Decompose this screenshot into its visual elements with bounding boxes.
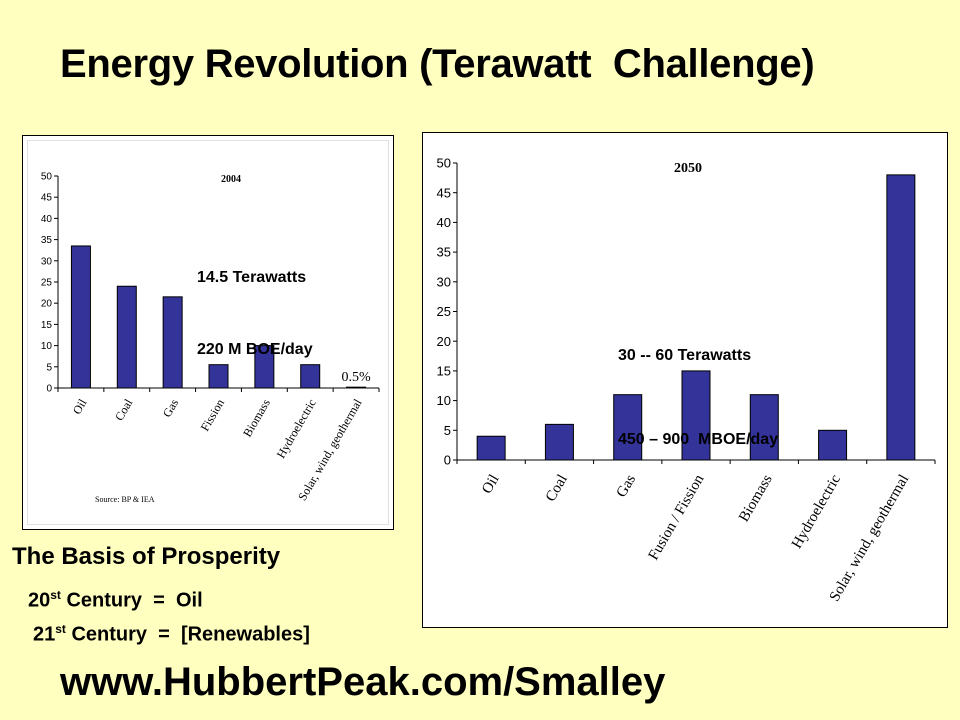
chart-2004-y-tick-label: 0 <box>46 384 52 395</box>
chart-2004-bar <box>162 296 183 389</box>
annotation-2050: 30 -- 60 Terawatts 450 – 900 MBOE/day <box>618 286 778 482</box>
chart-2004-data-label: 0.5% <box>341 370 371 385</box>
chart-2050-bar <box>544 423 574 461</box>
chart-2004-y-tick-label: 15 <box>41 320 53 331</box>
century-21-text: Century = [Renewables] <box>65 623 310 646</box>
chart-2050-y-tick-label: 10 <box>437 393 451 408</box>
chart-2050-y-tick-label: 40 <box>437 215 451 230</box>
chart-2004-title: 2004 <box>221 174 241 185</box>
website-url: www.HubbertPeak.com/Smalley <box>60 660 666 704</box>
chart-2004-y-tick-label: 30 <box>41 256 53 267</box>
chart-2050-title: 2050 <box>674 161 702 176</box>
chart-2050-y-tick-label: 15 <box>437 363 451 378</box>
basis-title: The Basis of Prosperity <box>12 543 281 570</box>
chart-2050-y-tick-label: 50 <box>437 156 451 171</box>
annotation-2004-line1: 14.5 Terawatts <box>197 269 307 286</box>
chart-2004-category-label: Biomass <box>240 396 273 439</box>
chart-2050-y-tick-label: 0 <box>444 453 451 468</box>
chart-2004-y-tick-label: 35 <box>41 235 53 246</box>
chart-2004-category-label: Hydroelectric <box>274 397 319 461</box>
chart-2004-y-tick-label: 45 <box>41 193 53 204</box>
chart-2050-y-tick-label: 45 <box>437 185 451 200</box>
chart-2050-category-label: Coal <box>543 472 571 505</box>
century-21-suffix: st <box>55 622 66 636</box>
chart-2050-y-tick-label: 35 <box>437 245 451 260</box>
chart-2004-source: Source: BP & IEA <box>95 495 155 504</box>
chart-2004-y-tick-label: 25 <box>41 278 53 289</box>
chart-2050-y-tick-label: 20 <box>437 334 451 349</box>
chart-2004-y-tick-label: 50 <box>41 172 53 183</box>
chart-2004-bar <box>208 364 229 389</box>
chart-2004-y-tick-label: 40 <box>41 214 53 225</box>
annotation-2004-line2: 220 M BOE/day <box>197 341 313 358</box>
century-20-suffix: st <box>50 588 61 602</box>
century-21-number: 21 <box>33 623 56 646</box>
century-20-text: Century = Oil <box>60 589 203 612</box>
chart-2004-bar <box>254 345 275 389</box>
century-21-line: 21st Century = [Renewables] <box>33 622 310 647</box>
chart-2004-category-label: Coal <box>112 396 136 423</box>
chart-2004-bar <box>70 245 91 389</box>
chart-2004-category-label: Gas <box>160 396 182 419</box>
annotation-2050-line2: 450 – 900 MBOE/day <box>618 431 779 448</box>
chart-2050-bar <box>818 429 848 461</box>
chart-2004-category-label: Fission <box>198 397 227 434</box>
chart-2004-y-tick-label: 5 <box>46 362 52 373</box>
chart-2050-y-tick-label: 30 <box>437 274 451 289</box>
chart-2050-bar <box>749 394 779 461</box>
chart-2050-y-tick-label: 5 <box>444 423 451 438</box>
annotation-2004: 14.5 Terawatts 220 M BOE/day <box>197 218 313 386</box>
chart-2050-category-label: Oil <box>479 472 502 497</box>
chart-2004-y-tick-label: 10 <box>41 341 53 352</box>
chart-2050: 0 5 10 15 20 25 30 35 40 45 50 Oil Coal Gas Fusion / F… <box>422 132 948 628</box>
chart-2050-category-label: Fusion / Fission <box>646 472 708 563</box>
century-20-number: 20 <box>28 589 51 612</box>
annotation-2050-line1: 30 -- 60 Terawatts <box>618 347 752 364</box>
chart-2050-bar <box>681 370 711 461</box>
chart-2004: 0 5 10 15 20 25 30 35 40 45 50 Oil Coal Gas Fission Bio… <box>22 135 394 530</box>
chart-2004-svg: 0 5 10 15 20 25 30 35 40 45 50 Oil Coal Gas Fission Bio… <box>41 172 380 504</box>
chart-2050-category-label: Hydroelectric <box>789 472 844 552</box>
chart-2004-category-label: Oil <box>70 396 90 417</box>
slide-title: Energy Revolution (Terawatt Challenge) <box>60 42 815 86</box>
century-20-line: 20st Century = Oil <box>28 588 203 613</box>
chart-2004-y-tick-label: 20 <box>41 299 53 310</box>
chart-2050-y-tick-label: 25 <box>437 304 451 319</box>
chart-2004-bar <box>116 285 137 389</box>
chart-2004-bar <box>300 364 321 389</box>
chart-2050-bar <box>886 174 916 461</box>
chart-2004-bar <box>346 386 367 389</box>
chart-2050-bar <box>613 394 643 461</box>
chart-2050-category-label: Solar, wind, geothermal <box>827 472 913 604</box>
chart-2050-bar <box>476 435 506 461</box>
